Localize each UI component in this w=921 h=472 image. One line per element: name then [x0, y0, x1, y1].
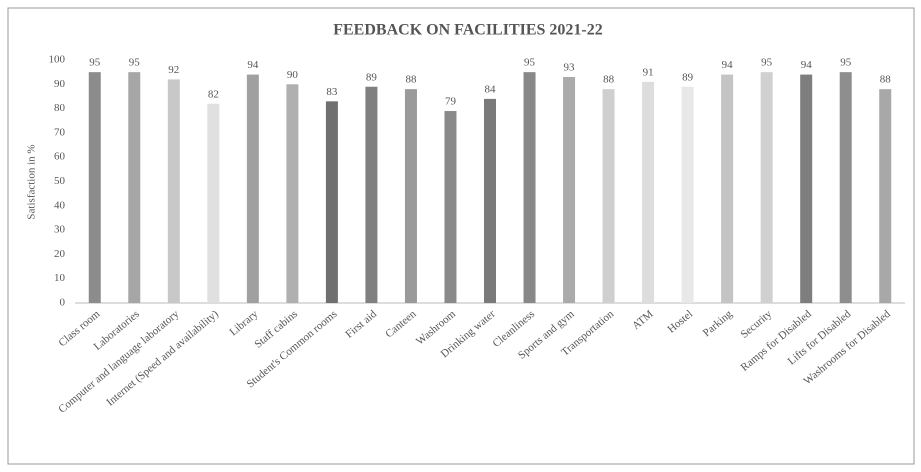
bar: [444, 111, 457, 303]
y-tick-label: 40: [54, 199, 66, 211]
y-tick-label: 100: [49, 54, 66, 66]
bar: [207, 103, 220, 304]
data-label: 82: [208, 88, 219, 100]
bar: [760, 72, 773, 304]
y-tick-label: 10: [54, 272, 66, 284]
y-tick-label: 70: [54, 126, 66, 138]
bar: [800, 74, 813, 303]
data-label: 95: [89, 57, 101, 69]
bar: [404, 89, 417, 303]
bar: [88, 72, 101, 304]
bar: [563, 77, 576, 303]
data-label: 84: [485, 83, 497, 95]
y-tick-label: 50: [54, 175, 66, 187]
y-axis-label: Satisfaction in %: [26, 144, 38, 219]
data-label: 79: [445, 96, 457, 108]
y-tick-label: 0: [60, 297, 66, 309]
data-label: 88: [603, 74, 615, 86]
bar: [642, 81, 655, 304]
bar: [839, 72, 852, 304]
bar: [325, 101, 338, 303]
data-label: 95: [524, 57, 536, 69]
bar: [167, 79, 180, 303]
y-tick-label: 20: [54, 248, 66, 260]
chart-frame: [7, 7, 915, 465]
data-label: 94: [247, 59, 259, 71]
data-label: 83: [326, 86, 338, 98]
bar: [523, 72, 536, 304]
data-label: 95: [840, 57, 852, 69]
data-label: 92: [168, 64, 179, 76]
bar: [602, 89, 615, 303]
chart-title: FEEDBACK ON FACILITIES 2021-22: [333, 22, 603, 39]
bar: [128, 72, 141, 304]
y-tick-label: 30: [54, 224, 66, 236]
y-tick-label: 90: [54, 78, 66, 90]
bar: [879, 89, 892, 303]
data-label: 90: [287, 69, 299, 81]
data-label: 94: [722, 59, 734, 71]
data-label: 89: [682, 71, 694, 83]
bar: [365, 86, 378, 303]
bar: [286, 84, 299, 303]
y-tick-label: 80: [54, 102, 66, 114]
data-label: 95: [129, 57, 141, 69]
bar: [246, 74, 259, 303]
y-tick-label: 60: [54, 151, 66, 163]
data-label: 88: [405, 74, 417, 86]
data-label: 95: [761, 57, 773, 69]
data-label: 94: [801, 59, 813, 71]
data-label: 89: [366, 71, 378, 83]
bar: [681, 86, 694, 303]
data-label: 91: [643, 66, 654, 78]
data-label: 93: [564, 62, 576, 74]
bar: [721, 74, 734, 303]
bar: [484, 98, 496, 303]
data-label: 88: [880, 74, 892, 86]
